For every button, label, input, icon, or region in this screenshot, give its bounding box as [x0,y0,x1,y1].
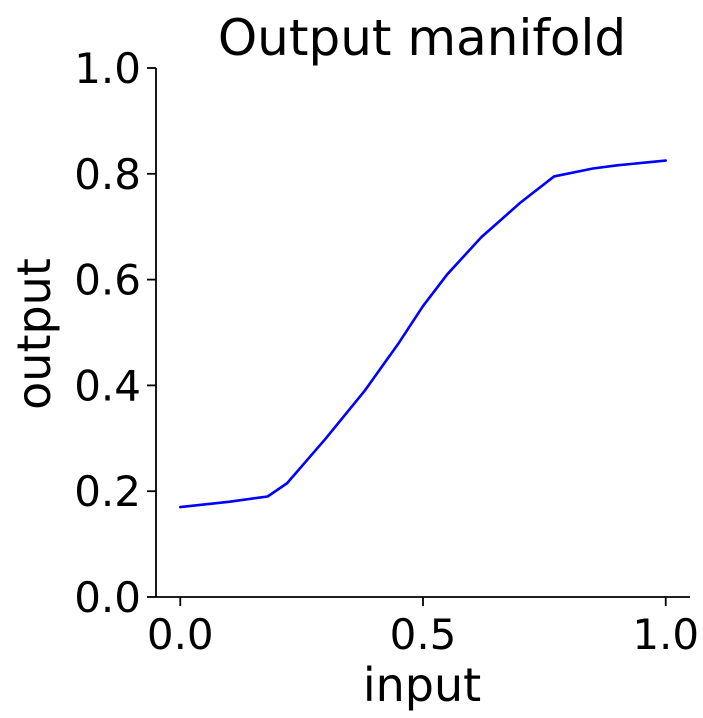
y-tick-label: 0.2 [74,467,141,516]
series-line [178,159,668,509]
chart-title: Output manifold [218,9,626,67]
x-tick-label: 0.0 [147,610,214,659]
y-tick-label: 0.4 [74,361,141,410]
y-axis-label: output [7,258,61,410]
x-axis-ticks: 0.0 0.5 1.0 [147,597,699,659]
y-tick-label: 0.0 [74,573,141,622]
x-axis-label: input [363,658,481,712]
x-tick-label: 1.0 [632,610,699,659]
y-axis-ticks: 0.0 0.2 0.4 0.6 0.8 1.0 [74,44,156,622]
y-tick-label: 0.8 [74,150,141,199]
y-tick-label: 1.0 [74,44,141,93]
x-tick-label: 0.5 [390,610,457,659]
y-tick-label: 0.6 [74,256,141,305]
